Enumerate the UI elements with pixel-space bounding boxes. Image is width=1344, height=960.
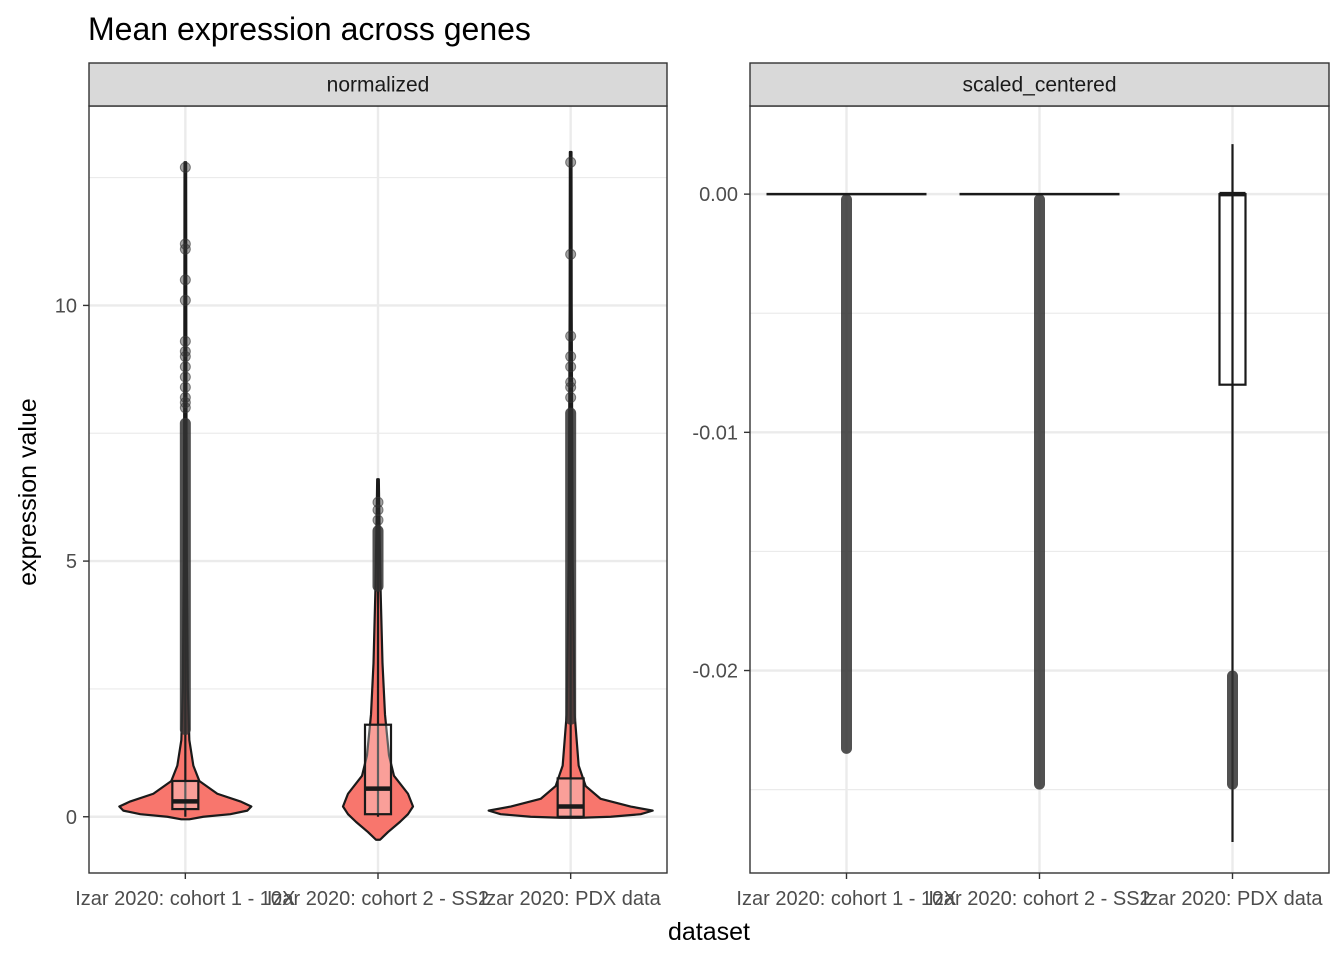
outlier-point: [179, 238, 191, 250]
outlier-point: [372, 496, 384, 508]
box-izar-2020-cohort-1-10x: [171, 779, 200, 811]
outlier-band-izar-2020-cohort-2-ss2: [372, 525, 384, 592]
outlier-point: [565, 248, 577, 260]
outlier-band-izar-2020-pdx-data: [565, 407, 577, 725]
x-tick-label: Izar 2020: cohort 2 - SS2: [928, 888, 1150, 910]
outlier-point: [565, 351, 577, 363]
outlier-point: [565, 361, 577, 373]
y-tick-label: 5: [66, 551, 77, 573]
chart-title: Mean expression across genes: [88, 11, 531, 47]
outlier-point: [179, 371, 191, 383]
strip-background: [749, 62, 1330, 107]
outlier-point: [565, 156, 577, 168]
outlier-point: [565, 330, 577, 342]
outlier-point: [565, 391, 577, 403]
outlier-band-izar-2020-pdx-data: [1227, 670, 1238, 790]
outlier-point: [179, 161, 191, 173]
outlier-point: [179, 274, 191, 286]
x-tick-label: Izar 2020: cohort 1 - 10X: [75, 888, 295, 910]
outlier-point: [179, 294, 191, 306]
x-tick-label: Izar 2020: cohort 2 - SS2: [267, 888, 489, 910]
outlier-point: [179, 381, 191, 393]
x-tick-label: Izar 2020: PDX data: [1142, 888, 1323, 910]
x-tick-label: Izar 2020: PDX data: [481, 888, 662, 910]
x-axis-title: dataset: [668, 918, 750, 946]
y-tick-label: 0: [66, 807, 77, 829]
outlier-point: [372, 504, 384, 516]
y-tick-label: 0.00: [699, 184, 738, 206]
y-tick-label: -0.02: [692, 661, 738, 683]
y-tick-label: -0.01: [692, 422, 738, 444]
x-tick-label: Izar 2020: cohort 1 - 10X: [736, 888, 956, 910]
outlier-band-izar-2020-cohort-1-10x: [841, 194, 852, 754]
panel-scaled-centered: scaled_centered 0.00 -0.01 -0.02 Izar 2020: …: [692, 62, 1330, 910]
box-izar-2020-pdx-data: [1218, 193, 1247, 386]
strip-label: scaled_centered: [962, 74, 1116, 97]
outlier-point: [565, 376, 577, 388]
outlier-point: [179, 361, 191, 373]
box-izar-2020-pdx-data: [556, 777, 585, 818]
outlier-band-izar-2020-cohort-2-ss2: [1034, 194, 1045, 790]
strip-label: normalized: [327, 74, 430, 97]
outlier-point: [179, 335, 191, 347]
outlier-point: [179, 345, 191, 357]
y-tick-label: 10: [55, 295, 77, 317]
y-axis-title: expression value: [14, 398, 42, 586]
box-izar-2020-cohort-2-ss2: [363, 723, 393, 816]
outlier-point: [372, 514, 384, 526]
outlier-band-izar-2020-cohort-1-10x: [179, 417, 191, 735]
outlier-point: [179, 391, 191, 403]
strip-background: [88, 62, 668, 107]
